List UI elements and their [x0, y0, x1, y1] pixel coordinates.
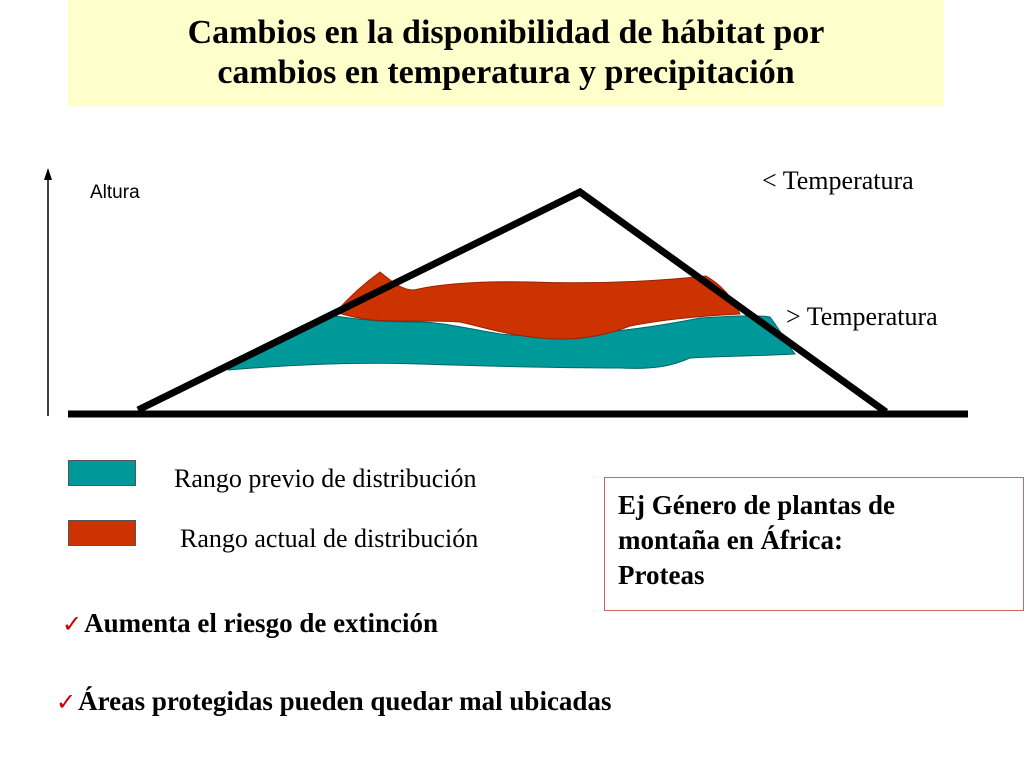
example-box: Ej Género de plantas de montaña en Áfric… [604, 477, 1024, 611]
bullet-extinction-risk: ✓Aumenta el riesgo de extinción [62, 608, 438, 639]
bullet-text: Aumenta el riesgo de extinción [84, 608, 439, 638]
current-range-band [335, 271, 741, 340]
title-banner: Cambios en la disponibilidad de hábitat … [68, 0, 944, 106]
example-line-1: Ej Género de plantas de [618, 490, 896, 520]
altitude-axis-arrowhead-icon [44, 168, 52, 180]
bullet-protected-areas: ✓Áreas protegidas pueden quedar mal ubic… [56, 686, 611, 717]
checkmark-icon: ✓ [62, 610, 83, 638]
current-range-label: Rango actual de distribución [180, 524, 479, 553]
higher-temperature-label: > Temperatura [786, 302, 938, 331]
current-range-swatch [68, 520, 136, 546]
altitude-label: Altura [90, 182, 140, 203]
title-line-2: cambios en temperatura y precipitación [217, 54, 795, 91]
previous-range-swatch [68, 460, 136, 486]
title-line-1: Cambios en la disponibilidad de hábitat … [187, 14, 825, 51]
bullet-text: Áreas protegidas pueden quedar mal ubica… [78, 686, 612, 716]
mountain-outline [136, 187, 889, 415]
checkmark-icon: ✓ [56, 688, 77, 716]
lower-temperature-label: < Temperatura [762, 166, 914, 195]
example-line-3: Proteas [618, 560, 705, 590]
previous-range-label: Rango previo de distribución [174, 464, 477, 493]
previous-range-band [227, 315, 796, 371]
example-line-2: montaña en África: [618, 525, 843, 555]
